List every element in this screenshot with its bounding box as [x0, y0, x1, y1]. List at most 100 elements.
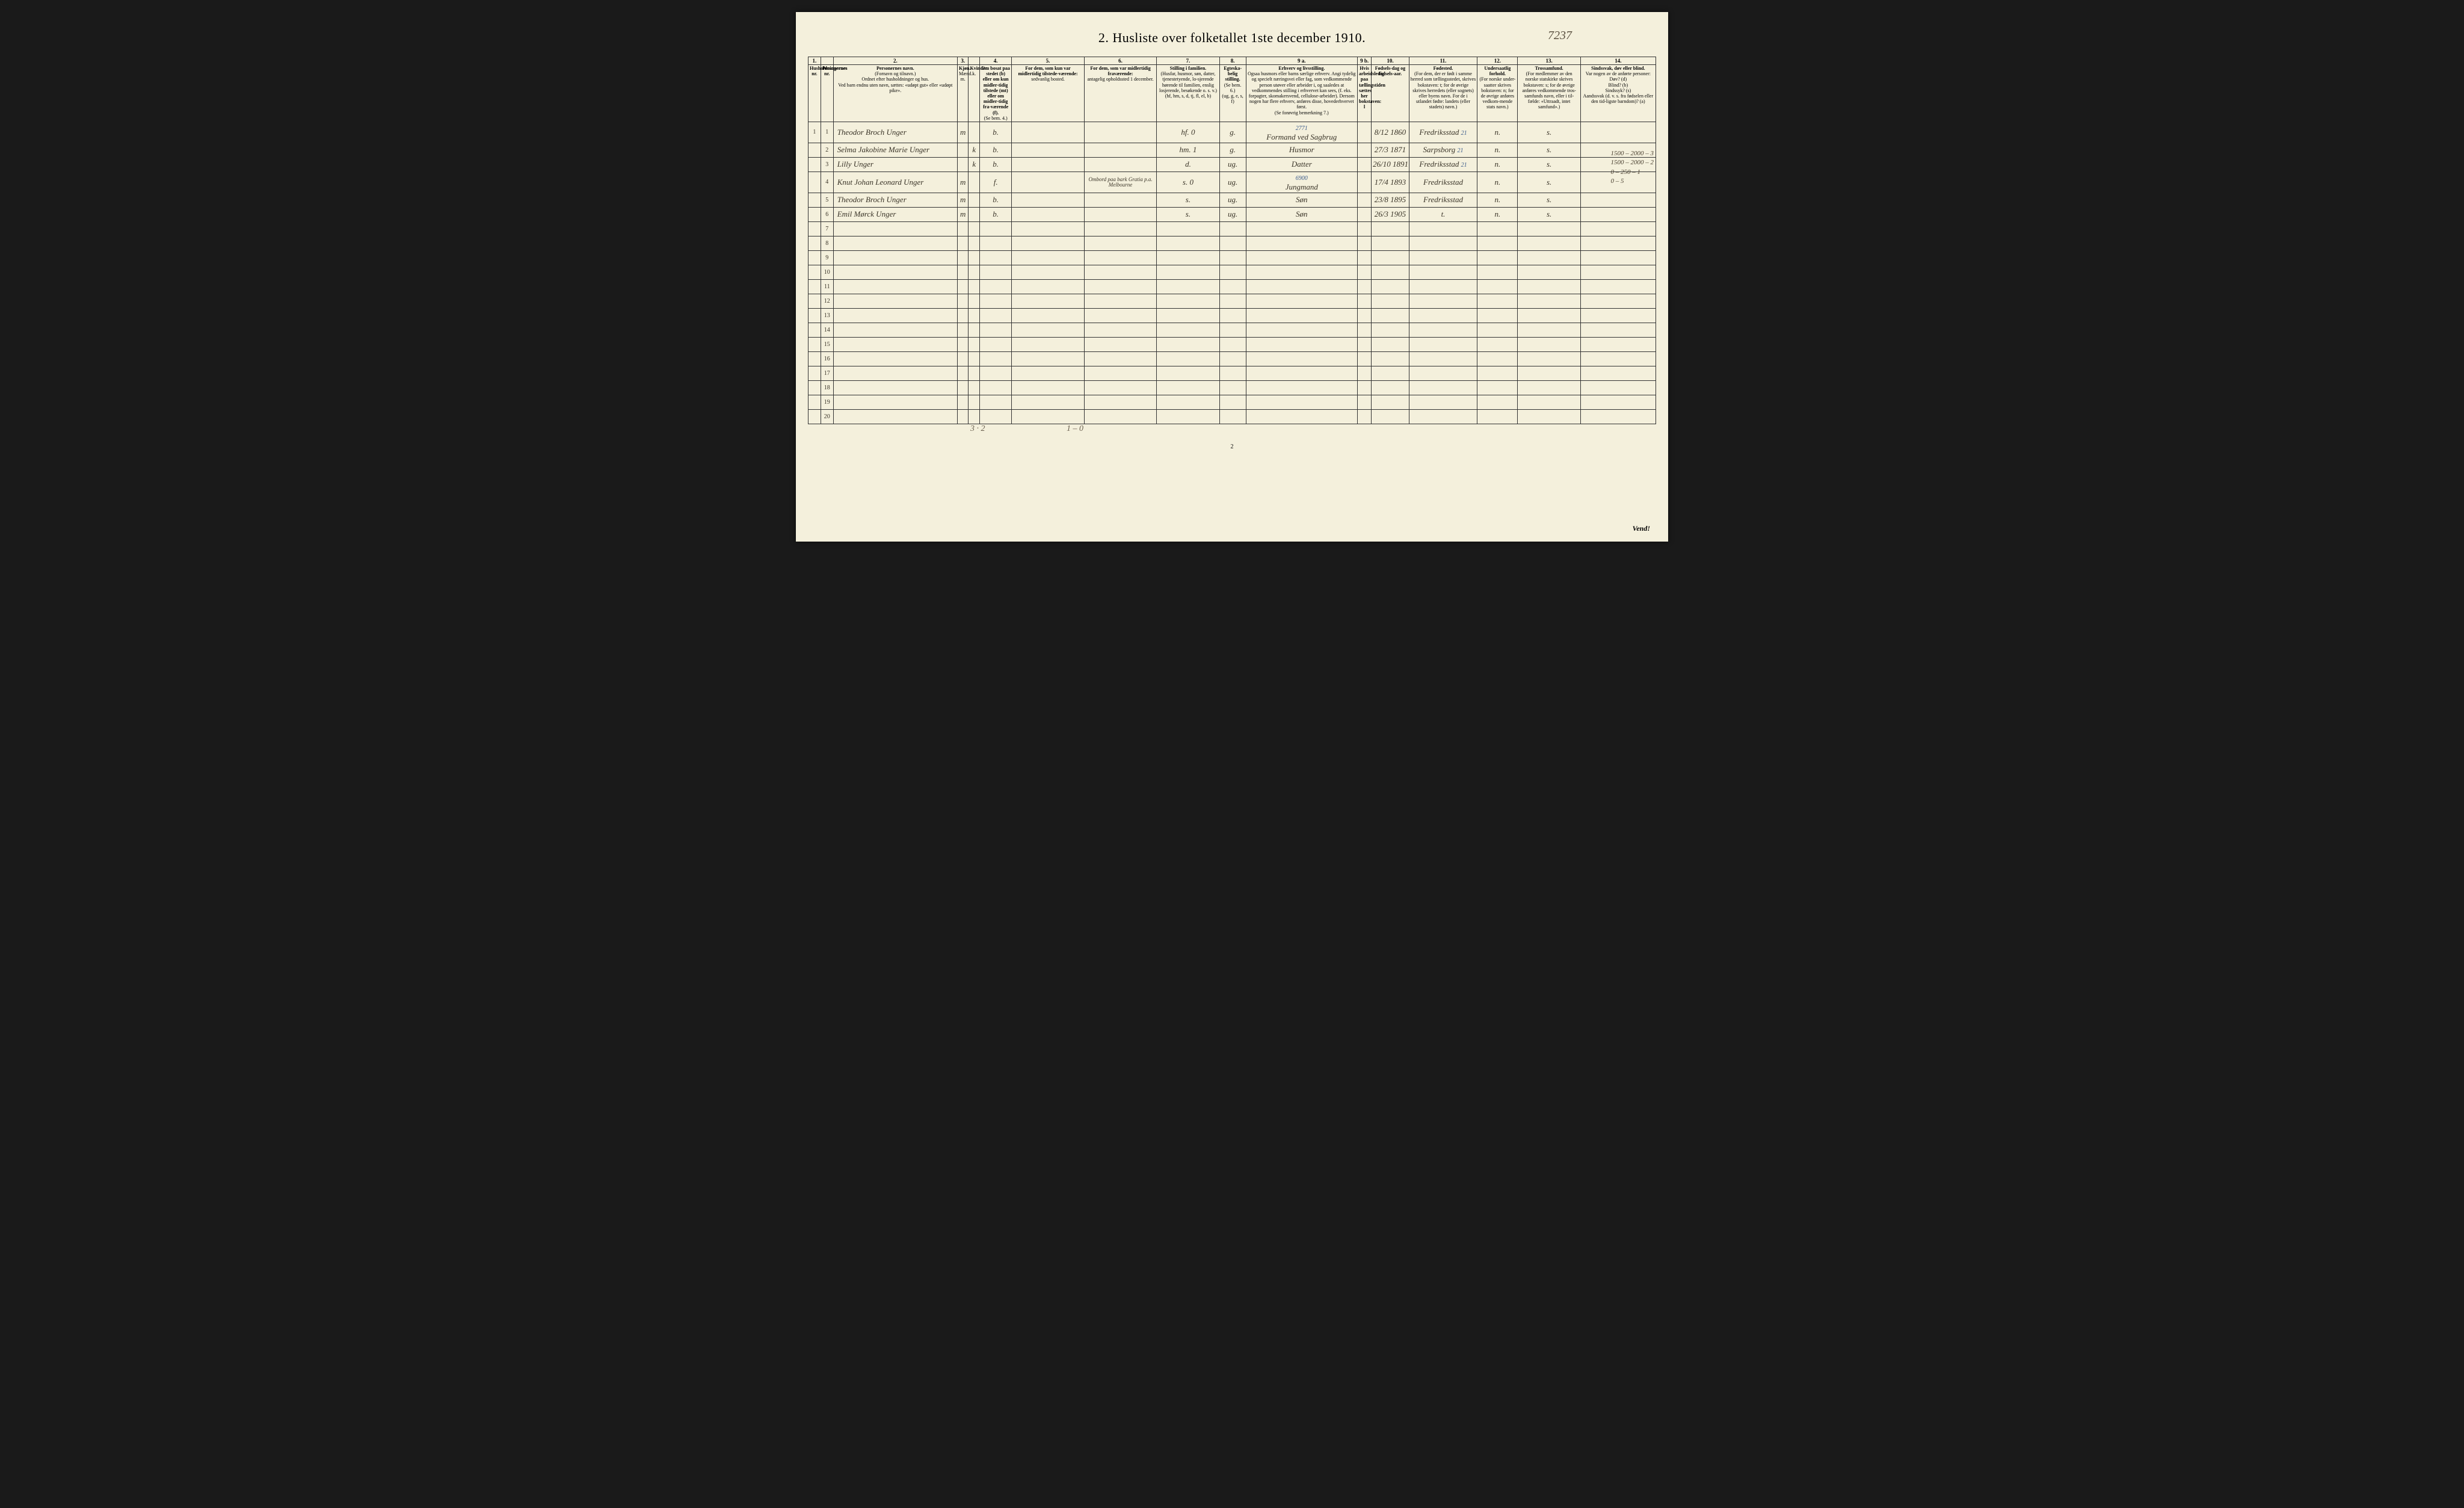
cell-empty: [1372, 308, 1409, 323]
cell-empty: [808, 221, 821, 236]
cell-empty: [1358, 380, 1372, 395]
cell-empty: 14: [821, 323, 833, 337]
cell-fodt: 26/10 1891: [1372, 157, 1409, 172]
cell-empty: [1409, 395, 1477, 409]
cell-empty: [980, 236, 1012, 250]
cell-empty: [1246, 221, 1357, 236]
cell-empty: [1246, 279, 1357, 294]
table-row: 16: [808, 351, 1656, 366]
cell-fodt: 27/3 1871: [1372, 143, 1409, 157]
column-number: 5.: [1012, 57, 1085, 65]
cell-tros: s.: [1518, 193, 1580, 207]
cell-empty: [1409, 221, 1477, 236]
cell-empty: [969, 337, 980, 351]
cell-empty: 10: [821, 265, 833, 279]
cell-empty: [1518, 279, 1580, 294]
column-number: 12.: [1477, 57, 1518, 65]
cell-empty: [1012, 279, 1085, 294]
cell-empty: [1518, 366, 1580, 380]
cell-empty: [808, 409, 821, 424]
column-header: Personernes nr.: [821, 65, 833, 122]
cell-empty: 18: [821, 380, 833, 395]
cell-empty: [1084, 236, 1157, 250]
cell-empty: [1157, 337, 1219, 351]
cell-empty: [808, 236, 821, 250]
cell-frav: Ombord paa bark Gratia p.a. Melbourne: [1084, 172, 1157, 193]
cell-sind: [1580, 207, 1656, 221]
cell-empty: [1372, 221, 1409, 236]
column-number: 10.: [1372, 57, 1409, 65]
cell-empty: [980, 250, 1012, 265]
column-header: Personernes navn.(Fornavn og tilnavn.)Or…: [833, 65, 957, 122]
cell-empty: [833, 337, 957, 351]
cell-empty: [1409, 265, 1477, 279]
census-page: 2. Husliste over folketallet 1ste decemb…: [796, 12, 1668, 542]
cell-empty: [957, 323, 969, 337]
cell-empty: [957, 236, 969, 250]
margin-note: 0 – 5: [1611, 177, 1654, 186]
cell-empty: [1246, 409, 1357, 424]
cell-empty: [1358, 395, 1372, 409]
cell-empty: [1372, 279, 1409, 294]
cell-name: Theodor Broch Unger: [833, 122, 957, 143]
cell-empty: [1084, 380, 1157, 395]
cell-empty: [969, 250, 980, 265]
cell-name: Lilly Unger: [833, 157, 957, 172]
blue-annotation: 21: [1461, 162, 1467, 168]
cell-empty: [833, 409, 957, 424]
cell-empty: [1580, 366, 1656, 380]
column-header: Hvis arbeidsledig paa tællingstiden sætt…: [1358, 65, 1372, 122]
cell-empty: [808, 323, 821, 337]
cell-empty: [1358, 250, 1372, 265]
cell-empty: [1012, 351, 1085, 366]
cell-k: [969, 207, 980, 221]
cell-empty: [808, 294, 821, 308]
cell-empty: [957, 409, 969, 424]
census-table: 1.2.3.4.5.6.7.8.9 a.9 b.10.11.12.13.14. …: [808, 57, 1656, 424]
cell-empty: [1580, 395, 1656, 409]
cell-m: m: [957, 122, 969, 143]
column-number: 13.: [1518, 57, 1580, 65]
cell-name: Emil Mørck Unger: [833, 207, 957, 221]
column-header: Om bosat paa stedet (b) eller om kun mid…: [980, 65, 1012, 122]
cell-egte: g.: [1219, 122, 1246, 143]
cell-empty: [1157, 366, 1219, 380]
table-row: 5Theodor Broch Ungermb.s.ug.Søn23/8 1895…: [808, 193, 1656, 207]
cell-empty: [1157, 294, 1219, 308]
cell-empty: [1372, 395, 1409, 409]
cell-empty: [1518, 265, 1580, 279]
margin-note: 0 – 250 – 1: [1611, 168, 1654, 177]
cell-empty: [808, 351, 821, 366]
cell-empty: [1409, 337, 1477, 351]
margin-note: 1500 – 2000 – 3: [1611, 149, 1654, 158]
cell-empty: [1012, 337, 1085, 351]
cell-empty: [1012, 366, 1085, 380]
cell-empty: [980, 366, 1012, 380]
cell-bosat: b.: [980, 122, 1012, 143]
cell-empty: [808, 395, 821, 409]
column-header: Husholdningernes nr.: [808, 65, 821, 122]
cell-egte: ug.: [1219, 207, 1246, 221]
column-header: Kjøn.Mænd.m.: [957, 65, 969, 122]
cell-empty: [1084, 250, 1157, 265]
cell-m: [957, 143, 969, 157]
cell-sedv: [1012, 172, 1085, 193]
cell-egte: g.: [1219, 143, 1246, 157]
cell-stilling: s.: [1157, 207, 1219, 221]
cell-empty: [1372, 265, 1409, 279]
page-title: 2. Husliste over folketallet 1ste decemb…: [808, 30, 1656, 46]
column-header: For dem, som var midlertidig fraværende:…: [1084, 65, 1157, 122]
cell-bosat: f.: [980, 172, 1012, 193]
cell-empty: [980, 380, 1012, 395]
cell-empty: [957, 351, 969, 366]
cell-empty: [833, 265, 957, 279]
cell-empty: [1157, 236, 1219, 250]
cell-hh: [808, 193, 821, 207]
footer-notes: 3 · 2 1 – 0: [808, 424, 1656, 442]
cell-empty: [1477, 323, 1518, 337]
cell-empty: [808, 366, 821, 380]
cell-empty: [808, 250, 821, 265]
handwritten-page-number: 7237: [1548, 29, 1572, 43]
cell-empty: [1580, 236, 1656, 250]
cell-ledig: [1358, 207, 1372, 221]
